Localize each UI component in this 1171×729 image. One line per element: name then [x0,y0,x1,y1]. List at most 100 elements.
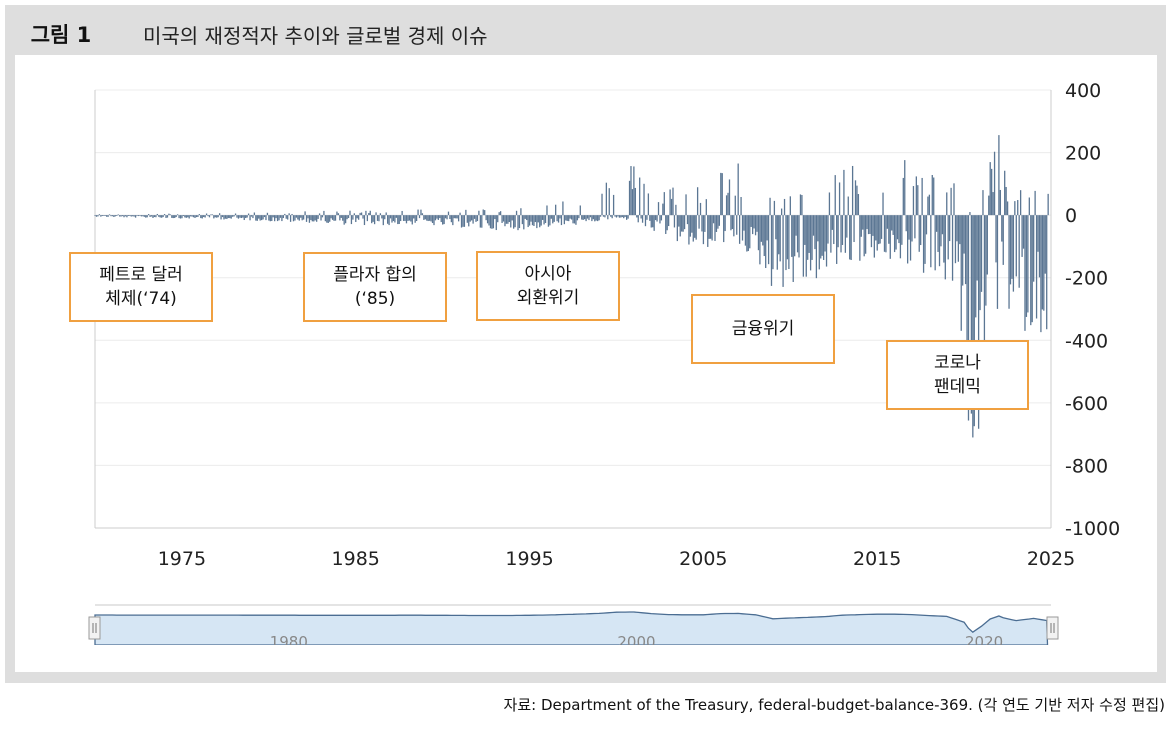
y-tick-label: -600 [1065,393,1108,415]
bar [245,215,247,219]
bar [195,215,198,218]
bar [497,215,499,223]
bar [230,215,232,219]
annotation-line: 금융위기 [731,319,795,339]
bar [691,215,693,233]
bar [433,215,435,226]
bar [775,215,777,240]
bar [346,215,348,220]
bar [930,215,932,268]
bar [785,215,787,271]
bar [1044,215,1046,274]
bar [431,215,434,224]
bar [846,215,848,238]
bar [678,215,680,227]
bar [953,183,955,216]
bar [1047,193,1049,216]
bar [174,215,176,218]
bar [531,215,534,226]
bar [233,215,235,217]
bar [313,215,315,222]
bar [484,210,486,216]
bar [281,215,283,222]
bar [437,215,439,220]
bar [381,215,383,219]
bar [132,215,134,217]
bar [553,215,555,222]
bar [298,215,300,221]
bar [463,215,466,227]
bar [528,215,531,226]
bar [556,215,558,222]
bar [133,215,135,217]
bar [414,215,416,223]
bar [429,215,431,221]
bar [337,213,340,216]
bar [873,215,875,258]
budget-balance-chart: 400 200 0 -200 -400 -600 -800 -1000 1975 1985 1995… [15,80,1157,672]
bar [933,177,935,216]
bar [662,203,664,216]
bar [517,215,519,231]
bar [736,215,738,235]
bar [343,215,345,225]
bar [140,215,143,217]
bar [395,215,397,218]
bar [397,215,399,225]
bar [371,215,373,224]
bar [585,215,587,222]
bar [676,215,678,242]
bar [789,196,791,216]
bar [107,215,109,217]
bar [143,215,145,217]
bar [188,215,190,219]
bar [925,215,928,235]
bar [465,209,467,216]
bar [782,215,784,287]
bar [258,215,260,219]
bar [715,215,718,232]
bar [954,215,957,264]
bar [413,215,415,219]
bar [704,215,706,232]
bar [985,215,987,306]
bar [220,215,222,220]
bar [176,214,179,216]
bar [268,215,270,221]
bar [520,208,522,216]
bar [924,215,926,264]
bar [637,215,639,223]
bar [473,215,476,219]
bar [389,215,392,219]
bar [698,215,700,229]
bar [297,215,299,220]
bar [285,215,287,219]
bar [453,215,455,219]
bar [899,215,902,259]
bar [366,215,369,222]
bar [365,210,367,216]
bar [511,215,513,221]
bar [104,215,106,216]
bar [960,215,962,331]
bar [599,215,602,217]
bar [442,215,444,225]
bar [130,215,132,217]
bar [746,215,748,252]
bar [654,215,657,221]
bar [652,215,654,228]
bar [1004,170,1006,216]
bar [666,215,668,231]
bar [136,215,138,216]
bar [920,215,922,246]
bar [255,215,257,221]
bar [876,215,878,251]
bar [223,215,225,220]
bar [339,215,341,221]
y-tick-label: -200 [1065,268,1108,290]
bar [695,215,697,240]
bar [976,215,978,281]
bar [840,215,842,253]
bar [187,215,189,218]
bar [256,215,258,221]
